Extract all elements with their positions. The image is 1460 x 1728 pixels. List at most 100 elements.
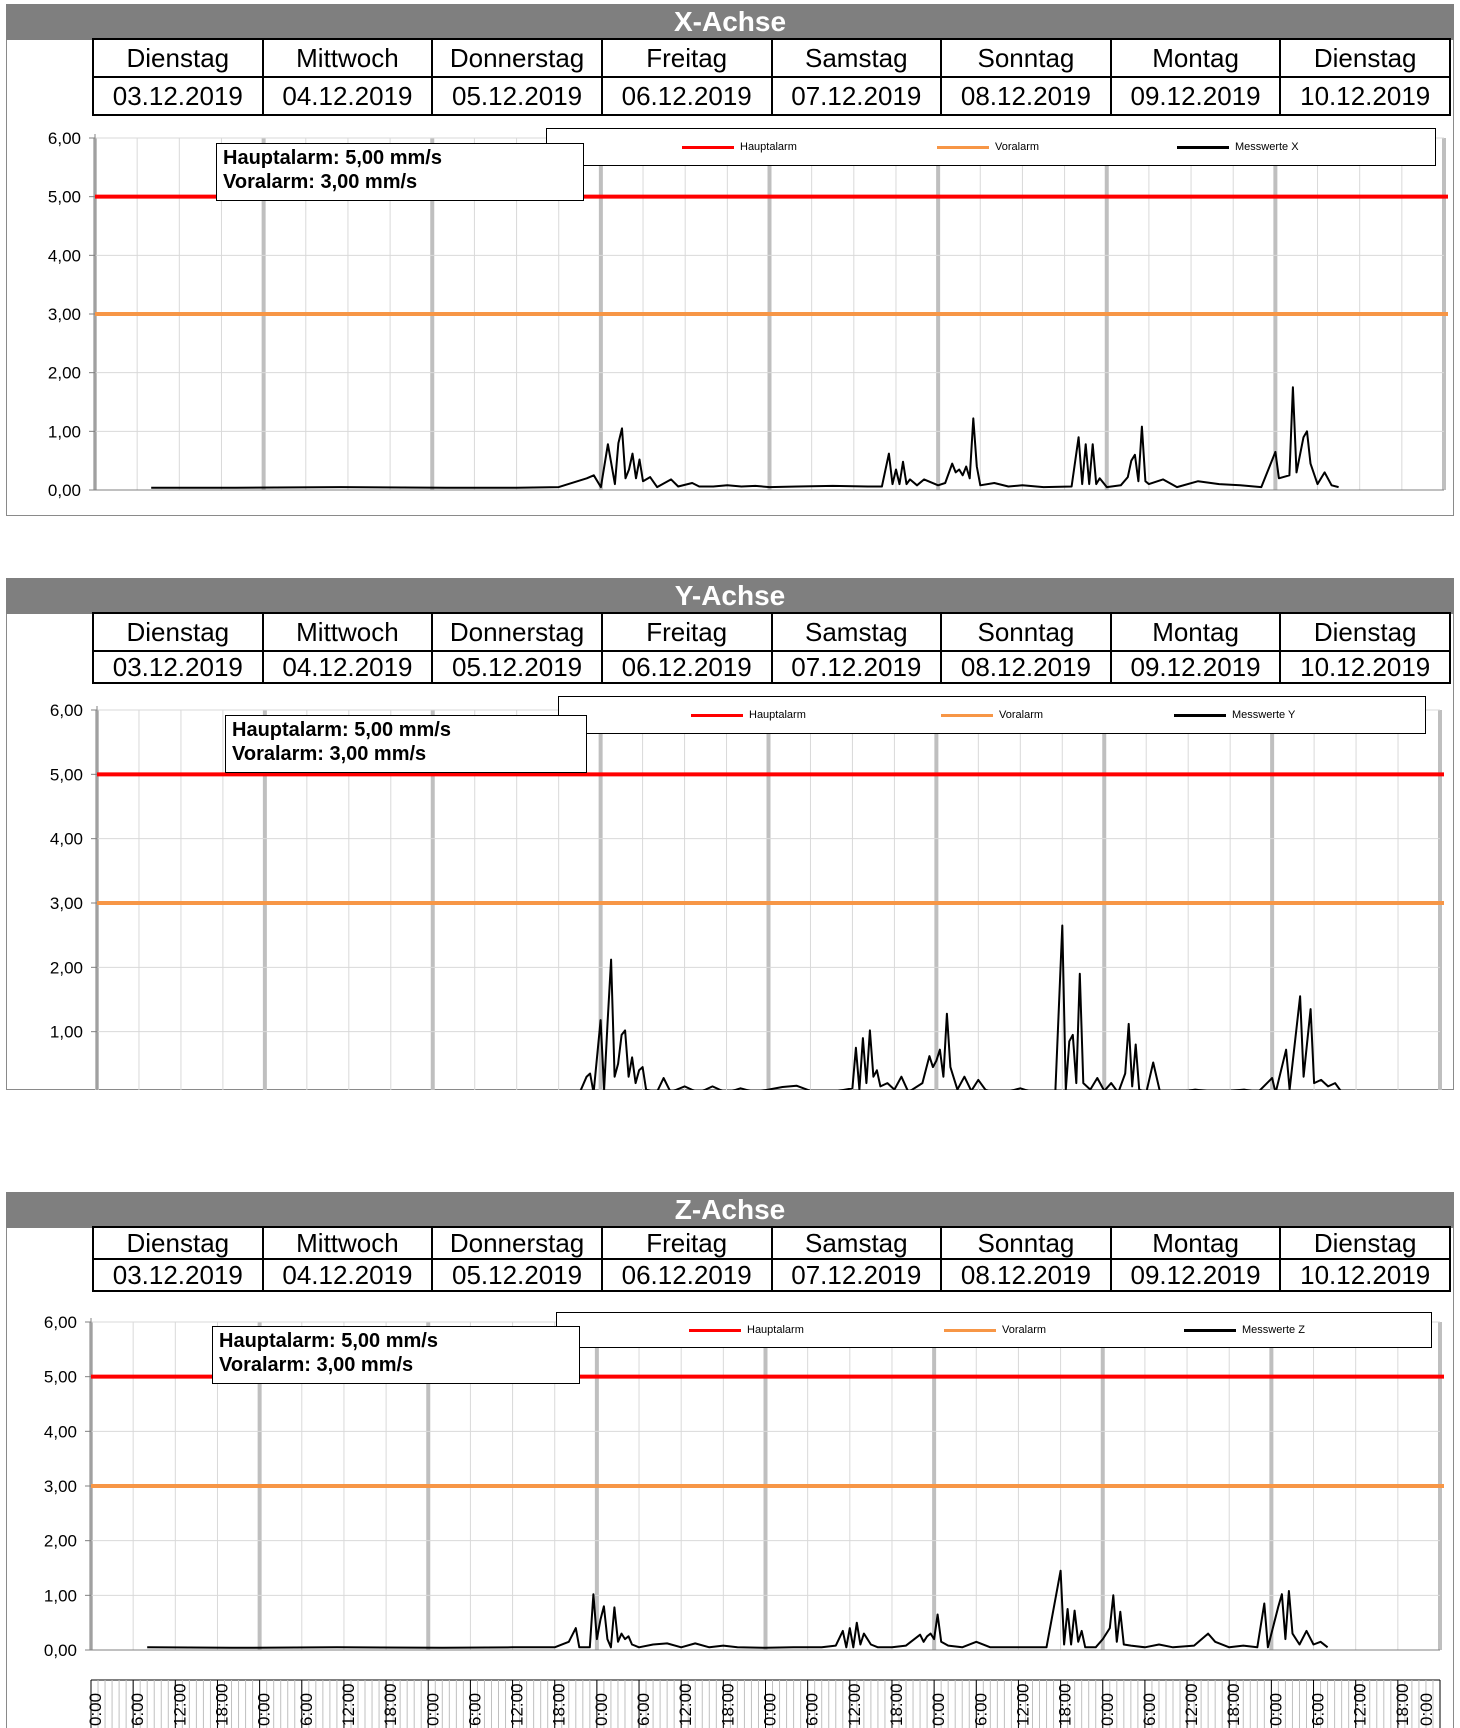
legend-swatch-orange	[941, 713, 993, 717]
day-name: Samstag	[770, 612, 943, 652]
y-tick-label: 1,00	[48, 422, 81, 441]
day-name: Mittwoch	[261, 38, 434, 78]
y-tick-label: 0,00	[50, 1087, 83, 1090]
chart-panel-x: X-Achse Dienstag Mittwoch Donnerstag Fre…	[0, 4, 1460, 516]
day-name: Dienstag	[92, 38, 264, 78]
legend: Hauptalarm Voralarm Messwerte Y	[558, 696, 1426, 734]
time-tick-label: 6:00	[803, 1693, 822, 1726]
legend-item-hauptalarm: Hauptalarm	[689, 1313, 804, 1347]
legend: Hauptalarm Voralarm Messwerte X	[546, 128, 1436, 166]
day-name-row: Dienstag Mittwoch Donnerstag Freitag Sam…	[92, 1226, 1451, 1260]
legend-swatch-black	[1174, 713, 1226, 717]
legend-label: Hauptalarm	[749, 709, 806, 721]
y-tick-label: 0,00	[44, 1641, 77, 1660]
day-date: 04.12.2019	[261, 650, 434, 684]
legend-swatch-red	[689, 1328, 741, 1332]
day-name-row: Dienstag Mittwoch Donnerstag Freitag Sam…	[92, 612, 1451, 652]
day-date: 08.12.2019	[940, 76, 1112, 116]
voralarm-text: Voralarm: 3,00 mm/s	[219, 1354, 414, 1376]
legend-label: Messwerte Z	[1242, 1324, 1305, 1336]
y-tick-label: 1,00	[50, 1023, 83, 1042]
time-tick-label: 6:00	[971, 1693, 990, 1726]
chart-title: Z-Achse	[6, 1192, 1454, 1228]
alarm-info-box: Hauptalarm: 5,00 mm/s Voralarm: 3,00 mm/…	[225, 715, 587, 773]
y-tick-label: 6,00	[44, 1313, 77, 1332]
y-tick-label: 5,00	[48, 188, 81, 207]
day-date: 07.12.2019	[770, 76, 943, 116]
time-tick-label: 18:00	[887, 1683, 906, 1726]
legend-item-voralarm: Voralarm	[941, 697, 1043, 733]
time-tick-label: 0:00	[86, 1693, 105, 1726]
time-tick-label: 0:00	[423, 1693, 442, 1726]
time-tick-label: 0:00	[761, 1693, 780, 1726]
y-tick-label: 6,00	[50, 701, 83, 720]
y-tick-label: 4,00	[50, 830, 83, 849]
day-date: 05.12.2019	[431, 650, 603, 684]
legend-item-messwerte: Messwerte Z	[1184, 1313, 1305, 1347]
y-tick-label: 3,00	[44, 1477, 77, 1496]
day-name: Donnerstag	[431, 1226, 603, 1260]
chart-plot-y: 0,001,002,003,004,005,006,000:006:0012:0…	[50, 701, 1444, 1090]
legend-label: Hauptalarm	[740, 141, 797, 153]
alarm-info-box: Hauptalarm: 5,00 mm/s Voralarm: 3,00 mm/…	[216, 143, 584, 201]
day-date-row: 03.12.2019 04.12.2019 05.12.2019 06.12.2…	[92, 650, 1451, 684]
legend-item-messwerte: Messwerte X	[1177, 129, 1299, 165]
day-date-row: 03.12.2019 04.12.2019 05.12.2019 06.12.2…	[92, 1258, 1451, 1292]
legend-swatch-orange	[944, 1328, 996, 1332]
legend-swatch-red	[691, 713, 743, 717]
legend-item-hauptalarm: Hauptalarm	[682, 129, 797, 165]
legend-item-voralarm: Voralarm	[937, 129, 1039, 165]
y-tick-label: 0,00	[48, 481, 81, 500]
hauptalarm-text: Hauptalarm: 5,00 mm/s	[219, 1330, 438, 1352]
series-line	[579, 924, 1342, 1090]
time-tick-label: 6:00	[1309, 1693, 1328, 1726]
day-date: 06.12.2019	[600, 76, 773, 116]
day-name: Mittwoch	[261, 612, 434, 652]
time-tick-label: 6:00	[465, 1693, 484, 1726]
alarm-info-box: Hauptalarm: 5,00 mm/s Voralarm: 3,00 mm/…	[212, 1326, 580, 1384]
day-name: Sonntag	[940, 612, 1112, 652]
y-tick-label: 4,00	[48, 246, 81, 265]
y-tick-label: 5,00	[44, 1368, 77, 1387]
legend-label: Voralarm	[1002, 1324, 1047, 1336]
voralarm-text: Voralarm: 3,00 mm/s	[223, 171, 418, 193]
time-tick-label: 18:00	[212, 1683, 231, 1726]
day-name: Dienstag	[1279, 1226, 1451, 1260]
time-tick-label: 12:00	[339, 1683, 358, 1726]
legend-label: Hauptalarm	[747, 1324, 804, 1336]
day-name: Montag	[1109, 1226, 1282, 1260]
time-tick-label: 12:00	[170, 1683, 189, 1726]
time-tick-label: 0:00	[1098, 1693, 1117, 1726]
legend-item-voralarm: Voralarm	[944, 1313, 1046, 1347]
time-tick-label: 6:00	[297, 1693, 316, 1726]
legend-swatch-orange	[937, 145, 989, 149]
day-date: 04.12.2019	[261, 76, 434, 116]
day-date: 06.12.2019	[600, 1258, 773, 1292]
time-tick-label: 6:00	[1140, 1693, 1159, 1726]
day-name: Freitag	[600, 1226, 773, 1260]
day-date: 08.12.2019	[940, 650, 1112, 684]
day-header-table: Dienstag Mittwoch Donnerstag Freitag Sam…	[92, 38, 1451, 116]
day-name: Sonntag	[940, 38, 1112, 78]
day-name: Dienstag	[1279, 38, 1451, 78]
day-date: 05.12.2019	[431, 76, 603, 116]
legend-label: Messwerte Y	[1232, 709, 1296, 721]
chart-title: Y-Achse	[6, 578, 1454, 614]
time-tick-label: 18:00	[381, 1683, 400, 1726]
day-date: 07.12.2019	[770, 1258, 943, 1292]
legend-label: Voralarm	[999, 709, 1044, 721]
time-tick-label: 18:00	[550, 1683, 569, 1726]
day-name: Donnerstag	[431, 38, 603, 78]
day-date: 10.12.2019	[1279, 1258, 1451, 1292]
time-tick-label: 0:00	[1417, 1693, 1436, 1726]
y-tick-label: 2,00	[50, 958, 83, 977]
day-name: Freitag	[600, 38, 773, 78]
day-name: Donnerstag	[431, 612, 603, 652]
day-name: Dienstag	[92, 1226, 264, 1260]
time-tick-label: 18:00	[1056, 1683, 1075, 1726]
y-tick-label: 3,00	[48, 305, 81, 324]
y-tick-label: 4,00	[44, 1422, 77, 1441]
day-name: Mittwoch	[261, 1226, 434, 1260]
y-tick-label: 6,00	[48, 129, 81, 148]
chart-plot-x: 0,001,002,003,004,005,006,000:006:0012:0…	[48, 129, 1448, 500]
